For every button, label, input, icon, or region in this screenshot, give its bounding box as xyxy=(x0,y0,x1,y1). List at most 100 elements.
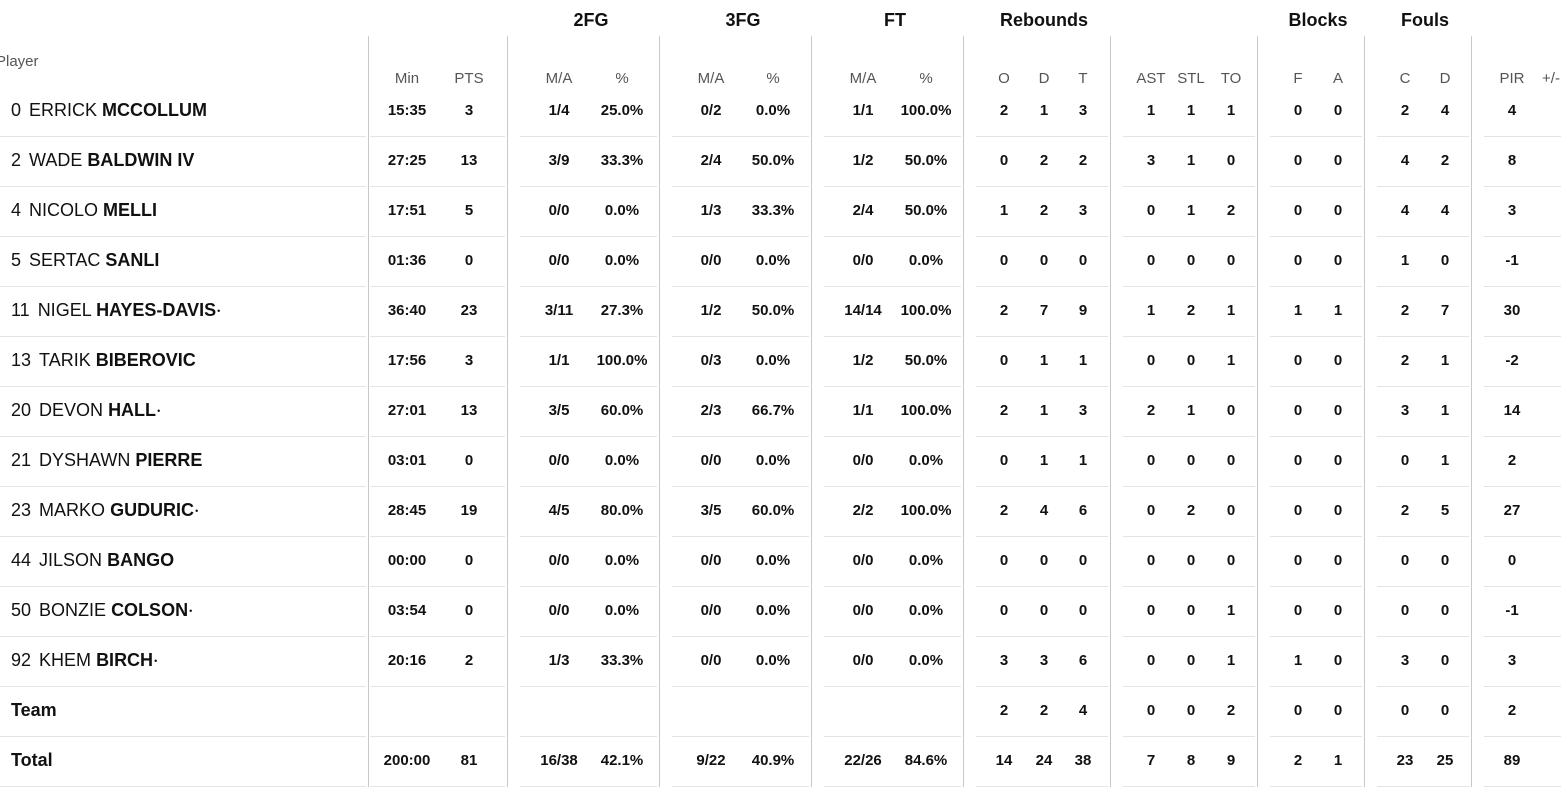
player-row[interactable]: 92 KHEM BIRCH• xyxy=(11,650,157,671)
column-header[interactable]: +/- xyxy=(1542,70,1560,87)
stat-cell: 3/5 xyxy=(700,502,722,519)
player-first-name: KHEM xyxy=(39,650,92,670)
player-last-name[interactable]: PIERRE xyxy=(135,450,203,470)
column-header[interactable]: STL xyxy=(1177,70,1205,87)
player-last-name[interactable]: HAYES-DAVIS xyxy=(96,300,217,320)
row-divider xyxy=(0,536,366,537)
stat-cell: 0/0 xyxy=(700,602,722,619)
column-header[interactable]: A xyxy=(1332,70,1344,87)
stat-cell: 0 xyxy=(1333,652,1343,669)
stat-cell: 0.0% xyxy=(755,452,791,469)
column-header[interactable]: Min xyxy=(394,70,420,87)
stat-cell: 0.0% xyxy=(908,602,944,619)
total-row-label: Total xyxy=(11,750,53,770)
stat-cell: 0 xyxy=(1333,202,1343,219)
column-header[interactable]: D xyxy=(1439,70,1451,87)
stat-cell: 0 xyxy=(1333,502,1343,519)
row-divider xyxy=(1484,336,1561,337)
row-divider xyxy=(1377,286,1469,287)
player-row[interactable]: 4 NICOLO MELLI xyxy=(11,200,158,221)
stat-cell: 38 xyxy=(1074,752,1092,769)
stat-cell: 2 xyxy=(1226,202,1236,219)
stat-cell: 4 xyxy=(1400,152,1410,169)
row-divider xyxy=(824,636,961,637)
column-header[interactable]: PIR xyxy=(1499,70,1525,87)
stat-cell: 2 xyxy=(999,702,1009,719)
column-header[interactable]: T xyxy=(1078,70,1088,87)
player-row[interactable]: 50 BONZIE COLSON• xyxy=(11,600,192,621)
stat-cell: 0 xyxy=(1293,252,1303,269)
player-row[interactable]: 2 WADE BALDWIN IV xyxy=(11,150,195,171)
player-last-name[interactable]: MELLI xyxy=(103,200,158,220)
stat-cell: 2 xyxy=(999,102,1009,119)
stat-cell: 28:45 xyxy=(387,502,427,519)
stat-cell: 20:16 xyxy=(387,652,427,669)
player-row[interactable]: 5 SERTAC SANLI xyxy=(11,250,160,271)
stat-cell: 100.0% xyxy=(596,352,648,369)
column-header[interactable]: O xyxy=(998,70,1010,87)
stat-cell: 2 xyxy=(1400,352,1410,369)
column-header[interactable]: D xyxy=(1038,70,1050,87)
column-header[interactable]: % xyxy=(615,70,629,87)
column-divider xyxy=(1471,36,1472,787)
column-divider xyxy=(963,36,964,787)
stat-cell: 50.0% xyxy=(904,152,948,169)
player-row[interactable]: 23 MARKO GUDURIC• xyxy=(11,500,198,521)
stat-cell: 1/1 xyxy=(852,402,874,419)
player-number: 0 xyxy=(11,100,22,120)
player-row[interactable]: 13 TARIK BIBEROVIC xyxy=(11,350,197,371)
column-header[interactable]: C xyxy=(1399,70,1411,87)
row-divider xyxy=(824,236,961,237)
stat-cell: 7 xyxy=(1146,752,1156,769)
stat-cell: 5 xyxy=(1440,502,1450,519)
player-last-name[interactable]: BIBEROVIC xyxy=(95,350,196,370)
player-row[interactable]: 0 ERRICK MCCOLLUM xyxy=(11,100,208,121)
stat-cell: 0/0 xyxy=(548,602,570,619)
row-divider xyxy=(520,686,657,687)
column-header[interactable]: M/A xyxy=(849,70,877,87)
stat-cell: 3 xyxy=(1078,202,1088,219)
column-header[interactable]: M/A xyxy=(545,70,573,87)
column-header[interactable]: AST xyxy=(1136,70,1166,87)
row-divider xyxy=(1484,286,1561,287)
stat-cell: 22/26 xyxy=(844,752,882,769)
stat-cell: 60.0% xyxy=(751,502,795,519)
column-header[interactable]: % xyxy=(919,70,933,87)
player-last-name[interactable]: BIRCH xyxy=(96,650,154,670)
player-last-name[interactable]: SANLI xyxy=(105,250,160,270)
column-header[interactable]: PTS xyxy=(454,70,484,87)
stat-cell: 0 xyxy=(1293,702,1303,719)
player-last-name[interactable]: COLSON xyxy=(111,600,189,620)
stat-cell: 0 xyxy=(1400,702,1410,719)
stat-cell: 0 xyxy=(1293,552,1303,569)
stat-cell: 2 xyxy=(1400,302,1410,319)
stat-cell: 1 xyxy=(1186,202,1196,219)
stat-cell: 0 xyxy=(464,602,474,619)
player-row[interactable]: 44 JILSON BANGO xyxy=(11,550,175,571)
stat-cell: 14 xyxy=(995,752,1013,769)
row-divider xyxy=(0,736,366,737)
player-row[interactable]: 11 NIGEL HAYES-DAVIS• xyxy=(11,300,220,321)
column-header[interactable]: % xyxy=(766,70,780,87)
row-divider xyxy=(520,336,657,337)
column-header[interactable]: M/A xyxy=(697,70,725,87)
stat-cell: 0 xyxy=(1440,652,1450,669)
player-last-name[interactable]: GUDURIC xyxy=(110,500,195,520)
stat-cell: 19 xyxy=(460,502,478,519)
player-last-name[interactable]: BALDWIN IV xyxy=(87,150,195,170)
row-divider xyxy=(1270,736,1362,737)
column-header[interactable]: TO xyxy=(1220,70,1242,87)
stat-cell: 0 xyxy=(999,352,1009,369)
player-row[interactable]: 21 DYSHAWN PIERRE xyxy=(11,450,203,471)
stat-cell: 2 xyxy=(1186,502,1196,519)
column-header[interactable]: F xyxy=(1293,70,1303,87)
player-last-name[interactable]: MCCOLLUM xyxy=(102,100,208,120)
stat-cell: 0.0% xyxy=(604,602,640,619)
player-last-name[interactable]: BANGO xyxy=(107,550,175,570)
stat-cell: 0 xyxy=(464,552,474,569)
player-last-name[interactable]: HALL xyxy=(108,400,157,420)
player-row[interactable]: 20 DEVON HALL• xyxy=(11,400,160,421)
row-divider xyxy=(1377,536,1469,537)
player-first-name: ERRICK xyxy=(29,100,98,120)
stat-cell: 17:56 xyxy=(387,352,427,369)
